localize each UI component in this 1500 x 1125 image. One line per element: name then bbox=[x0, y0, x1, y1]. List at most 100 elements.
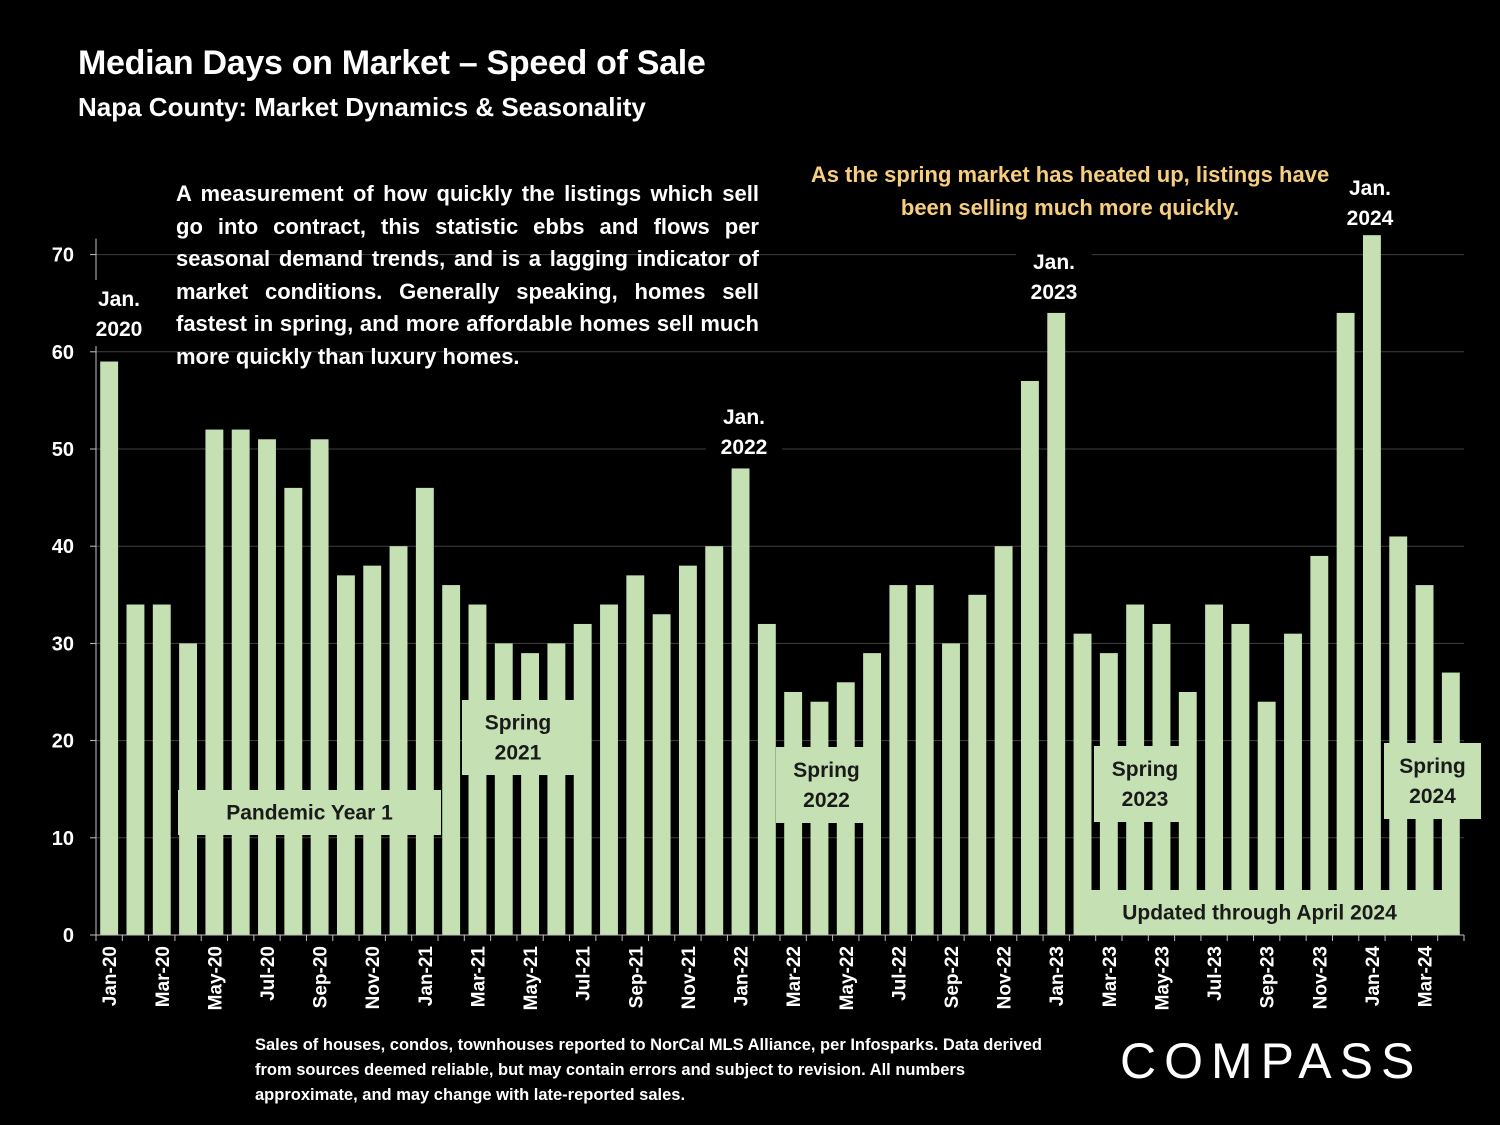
annotation-backdrop bbox=[1016, 243, 1092, 309]
annotation-text: Jan. bbox=[1033, 251, 1075, 274]
x-tick-label: Jul-22 bbox=[889, 946, 910, 1001]
bar-dec-21 bbox=[705, 546, 724, 935]
chart-subtitle: Napa County: Market Dynamics & Seasonali… bbox=[78, 92, 646, 122]
x-tick-label: Jan-23 bbox=[1047, 946, 1068, 1006]
annotation-text: 2024 bbox=[1409, 785, 1456, 808]
annotation-text: Jan. bbox=[1349, 177, 1391, 200]
annotation-text: Spring bbox=[1399, 755, 1466, 778]
bar-jul-20 bbox=[258, 439, 276, 935]
bar-jan-24 bbox=[1362, 235, 1381, 935]
bar-jan-22 bbox=[731, 468, 750, 935]
bar-jun-20 bbox=[231, 429, 250, 935]
annotation-backdrop bbox=[706, 398, 782, 464]
bar-sep-23 bbox=[1257, 701, 1276, 935]
annotation-text: 2021 bbox=[495, 742, 542, 765]
x-tick-label: May-20 bbox=[205, 946, 226, 1010]
x-tick-label: Jan-20 bbox=[100, 946, 121, 1006]
description-text: A measurement of how quickly the listing… bbox=[176, 181, 759, 369]
y-tick-label: 70 bbox=[52, 245, 74, 267]
x-tick-label: Nov-20 bbox=[363, 946, 384, 1009]
x-tick-label: Jul-21 bbox=[574, 946, 595, 1001]
annotation-box bbox=[178, 790, 441, 835]
bar-dec-20 bbox=[389, 546, 408, 935]
annotation-text: 2022 bbox=[721, 436, 768, 459]
x-tick-label: Mar-23 bbox=[1100, 946, 1121, 1007]
annotation-text: 2023 bbox=[1031, 281, 1078, 304]
bar-aug-21 bbox=[600, 604, 618, 935]
x-tick-label: Jul-23 bbox=[1205, 946, 1226, 1001]
bar-dec-22 bbox=[1020, 380, 1039, 936]
bar-sep-22 bbox=[942, 643, 960, 935]
bar-nov-22 bbox=[994, 546, 1013, 935]
y-tick-label: 20 bbox=[52, 731, 74, 753]
bar-oct-23 bbox=[1284, 633, 1302, 935]
bar-feb-22 bbox=[757, 623, 776, 935]
x-tick-label: Mar-20 bbox=[153, 946, 174, 1007]
bar-feb-21 bbox=[442, 585, 461, 935]
annotation-updated-through-april-2024: Updated through April 2024 bbox=[1076, 890, 1443, 935]
bar-jan-23 bbox=[1047, 312, 1066, 935]
annotation-pandemic-year-1: Pandemic Year 1 bbox=[178, 790, 441, 835]
bar-aug-22 bbox=[915, 585, 934, 935]
x-tick-label: Sep-20 bbox=[311, 946, 332, 1008]
annotation-text: 2024 bbox=[1347, 207, 1394, 230]
bar-may-20 bbox=[205, 429, 224, 935]
annotation-box bbox=[1384, 743, 1481, 819]
x-tick-label: Nov-23 bbox=[1310, 946, 1331, 1009]
bar-oct-21 bbox=[652, 614, 671, 935]
bar-oct-22 bbox=[968, 594, 987, 935]
annotation-text: 2022 bbox=[803, 789, 850, 812]
y-tick-label: 0 bbox=[63, 925, 74, 947]
bar-jan-20 bbox=[100, 361, 119, 935]
annotation-text: 2020 bbox=[96, 318, 143, 341]
x-tick-label: May-23 bbox=[1152, 946, 1173, 1010]
bar-feb-20 bbox=[126, 604, 145, 935]
bar-jul-21 bbox=[573, 623, 592, 935]
bar-aug-23 bbox=[1231, 623, 1250, 935]
highlight-note: As the spring market has heated up, list… bbox=[810, 162, 1330, 220]
annotation-spring-2022: Spring 2022 bbox=[776, 747, 877, 823]
annotation-jan-2024: Jan. 2024 bbox=[1332, 169, 1408, 235]
bar-feb-24 bbox=[1389, 536, 1408, 935]
annotation-jan-2020: Jan. 2020 bbox=[81, 280, 157, 346]
x-tick-label: Jan-22 bbox=[732, 946, 753, 1006]
bar-dec-23 bbox=[1336, 312, 1355, 935]
annotation-text: Updated through April 2024 bbox=[1122, 902, 1397, 925]
annotation-box bbox=[1094, 746, 1196, 822]
bar-nov-20 bbox=[363, 565, 382, 935]
annotation-text: Jan. bbox=[98, 288, 140, 311]
annotation-text: 2023 bbox=[1122, 788, 1169, 811]
compass-logo: COMPASS bbox=[1120, 1033, 1423, 1089]
y-tick-label: 10 bbox=[52, 828, 74, 850]
bar-jun-21 bbox=[547, 643, 566, 935]
y-tick-label: 40 bbox=[52, 536, 74, 558]
annotation-jan-2022: Jan. 2022 bbox=[706, 398, 782, 464]
x-tick-label: Sep-23 bbox=[1258, 946, 1279, 1008]
bar-may-21 bbox=[521, 653, 540, 935]
x-tick-label: Jan-21 bbox=[416, 946, 437, 1007]
y-axis: 0 10 20 30 40 50 60 70 bbox=[52, 238, 97, 947]
bar-apr-21 bbox=[494, 643, 513, 935]
bar-nov-23 bbox=[1310, 555, 1329, 935]
source-footnote: Sales of houses, condos, townhouses repo… bbox=[255, 1036, 1042, 1104]
annotation-box bbox=[462, 700, 574, 775]
x-tick-label: Mar-21 bbox=[468, 946, 489, 1008]
x-tick-label: Jan-24 bbox=[1363, 946, 1384, 1007]
bar-feb-23 bbox=[1073, 633, 1092, 935]
bar-sep-21 bbox=[626, 575, 645, 935]
annotation-backdrop bbox=[1332, 169, 1408, 235]
annotation-text: Spring bbox=[485, 712, 552, 735]
annotation-spring-2024: Spring 2024 bbox=[1384, 743, 1481, 819]
bar-mar-20 bbox=[152, 604, 171, 935]
x-tick-label: Mar-22 bbox=[784, 946, 805, 1007]
annotation-box bbox=[776, 747, 877, 823]
bar-jul-22 bbox=[889, 585, 908, 935]
bar-oct-20 bbox=[336, 575, 355, 935]
x-tick-label: Jul-20 bbox=[258, 946, 279, 1001]
chart-title: Median Days on Market – Speed of Sale bbox=[78, 44, 706, 82]
annotation-text: Spring bbox=[793, 759, 860, 782]
y-tick-label: 50 bbox=[52, 439, 74, 461]
x-tick-label: May-22 bbox=[837, 946, 858, 1010]
x-tick-label: Nov-22 bbox=[995, 946, 1016, 1009]
